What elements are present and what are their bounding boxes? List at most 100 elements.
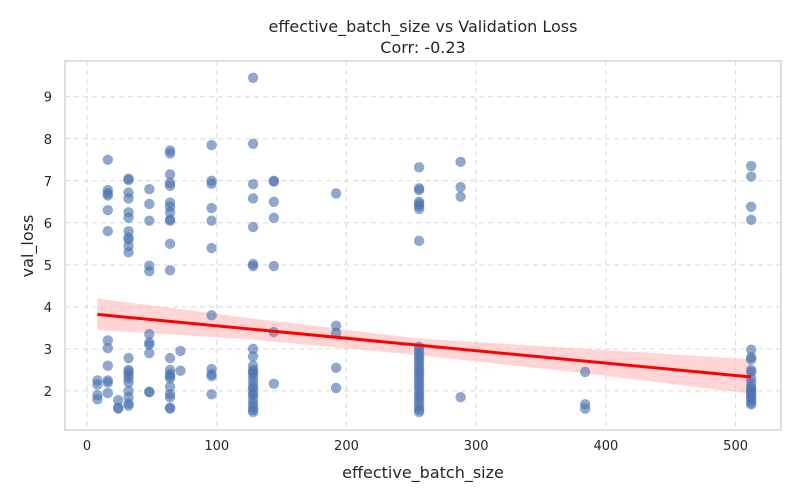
data-point (123, 247, 134, 258)
data-point (247, 406, 259, 418)
data-point (206, 310, 217, 321)
x-tick-label: 500 (723, 439, 748, 454)
data-point (144, 347, 155, 359)
data-point (745, 201, 757, 213)
data-point (102, 190, 114, 201)
data-point (330, 327, 342, 339)
y-tick-label: 7 (44, 175, 52, 190)
data-point (268, 176, 280, 187)
data-point (112, 403, 124, 414)
data-point (455, 181, 466, 193)
data-point (123, 193, 134, 204)
data-point (268, 260, 280, 272)
data-point (144, 215, 155, 226)
data-point (164, 169, 176, 180)
y-tick-label: 8 (44, 133, 52, 148)
data-point (247, 138, 259, 149)
data-point (247, 343, 259, 355)
y-tick-label: 6 (44, 217, 52, 232)
data-point (102, 387, 114, 399)
data-point (92, 379, 103, 390)
data-point (330, 320, 342, 331)
data-point (123, 212, 134, 223)
data-point (144, 183, 155, 195)
data-point (102, 342, 114, 354)
chart-subtitle: Corr: -0.23 (380, 38, 465, 57)
data-point (455, 392, 466, 403)
y-axis-label: val_loss (18, 215, 38, 278)
data-point (330, 188, 342, 199)
data-point (144, 386, 155, 398)
data-point (164, 381, 176, 392)
data-point (206, 242, 217, 254)
data-point (413, 406, 425, 418)
data-point (102, 226, 114, 237)
plot-frame (64, 60, 782, 431)
x-tick-label: 300 (464, 439, 489, 454)
data-point (268, 378, 280, 389)
data-point (413, 203, 425, 215)
data-point (579, 366, 591, 378)
data-point (745, 399, 757, 410)
data-point (247, 221, 259, 233)
data-point (164, 403, 176, 414)
data-point (164, 392, 176, 403)
x-tick-label: 200 (334, 439, 359, 454)
data-point (164, 148, 176, 159)
data-point (123, 400, 134, 411)
data-point (164, 207, 176, 218)
points-group (92, 72, 757, 418)
data-point (413, 162, 425, 173)
y-tick-label: 5 (44, 259, 52, 274)
grid (65, 61, 781, 430)
y-tick-label: 9 (44, 91, 52, 106)
data-point (745, 214, 757, 226)
data-point (123, 174, 134, 186)
data-point (164, 373, 176, 384)
data-point (206, 389, 217, 400)
data-point (144, 198, 155, 210)
data-point (247, 193, 259, 204)
data-point (247, 178, 259, 190)
data-point (745, 344, 757, 355)
data-point (102, 204, 114, 216)
data-point (247, 72, 259, 84)
y-tick-label: 3 (44, 343, 52, 358)
data-point (164, 215, 176, 226)
data-point (268, 196, 280, 207)
data-point (206, 139, 217, 151)
data-point (206, 215, 217, 226)
data-point (330, 362, 342, 373)
x-axis-label: effective_batch_size (342, 463, 504, 483)
data-point (102, 335, 114, 346)
data-point (144, 265, 155, 277)
data-point (164, 238, 176, 250)
data-point (247, 351, 259, 362)
data-point (175, 365, 186, 376)
data-point (579, 403, 591, 414)
data-point (745, 171, 757, 182)
data-point (175, 345, 186, 357)
regression-line-group (97, 312, 752, 379)
data-point (206, 178, 217, 189)
regression-line (97, 312, 752, 379)
data-point (112, 394, 124, 406)
data-point (144, 339, 155, 350)
data-point (102, 154, 114, 165)
x-tick-label: 0 (83, 439, 91, 454)
y-tick-label: 2 (44, 385, 52, 400)
data-point (268, 212, 280, 223)
data-point (123, 352, 134, 364)
data-point (413, 235, 425, 247)
y-tick-label: 4 (44, 301, 52, 316)
data-point (102, 360, 114, 371)
data-point (206, 202, 217, 214)
data-point (144, 328, 155, 340)
data-point (206, 371, 217, 382)
data-point (247, 260, 259, 272)
chart-title: effective_batch_size vs Validation Loss (269, 17, 578, 37)
data-point (164, 180, 176, 192)
data-point (123, 377, 134, 388)
tick-labels: 0 100 200 300 400 500 2 3 4 5 6 7 8 9 (44, 91, 748, 454)
